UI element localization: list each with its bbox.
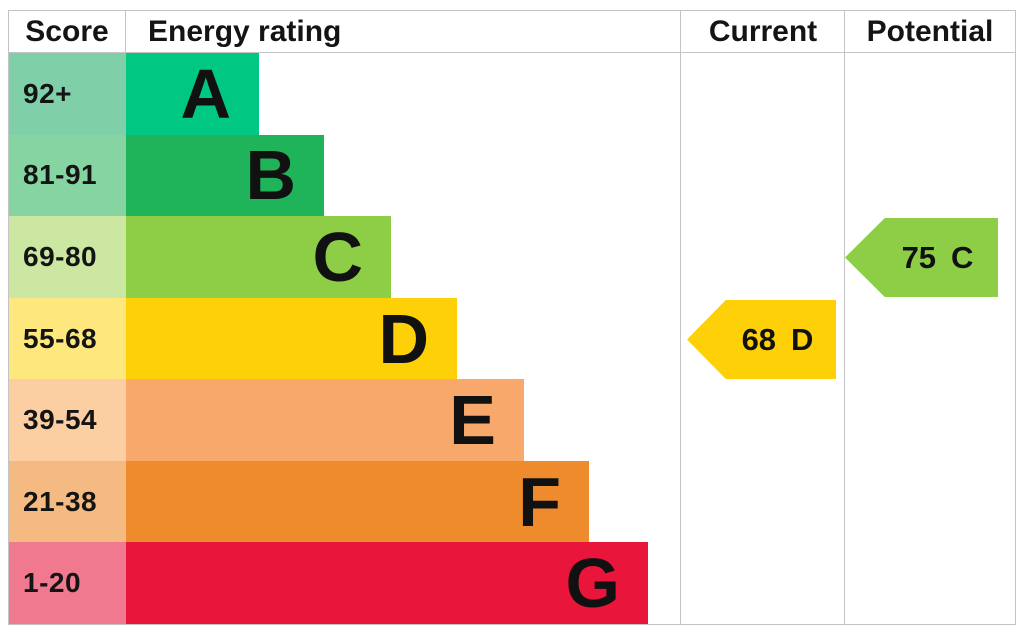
band-row: 81-91 B	[9, 134, 1015, 217]
divider-current-column	[680, 11, 681, 624]
band-bar: D	[126, 297, 457, 380]
band-row: 69-80 C	[9, 216, 1015, 298]
band-score-range: 39-54	[9, 379, 126, 461]
band-row: 55-68 D	[9, 297, 1015, 380]
band-score-range: 55-68	[9, 297, 126, 380]
header-current: Current	[708, 15, 818, 48]
band-row: 92+ A	[9, 53, 1015, 135]
table-header: Score Energy rating Current Potential	[9, 11, 1015, 53]
header-score: Score	[9, 11, 126, 52]
divider-potential-column	[844, 11, 845, 624]
band-score-range: 92+	[9, 53, 126, 135]
band-bar: F	[126, 460, 589, 543]
header-energy-rating: Energy rating	[148, 15, 342, 48]
potential-letter: C	[951, 239, 974, 275]
band-letter: B	[245, 136, 296, 215]
band-letter: E	[449, 381, 496, 460]
band-row: 39-54 E	[9, 379, 1015, 461]
band-row: 1-20 G	[9, 542, 1015, 625]
band-score-range: 81-91	[9, 134, 126, 217]
band-bar: B	[126, 134, 324, 217]
band-score-range: 21-38	[9, 460, 126, 543]
band-bar: A	[126, 53, 259, 135]
band-bar: C	[126, 216, 391, 298]
band-letter: D	[378, 299, 429, 378]
potential-score: 75	[901, 239, 937, 275]
current-score: 68	[741, 321, 777, 357]
band-score-range: 1-20	[9, 542, 126, 625]
band-rows: 92+ A 81-91 B 69-80 C 55-68 D 39-54 E 21-38 F 1-20 G	[9, 53, 1015, 625]
band-row: 21-38 F	[9, 460, 1015, 543]
current-letter: D	[791, 321, 814, 357]
band-letter: C	[312, 217, 363, 296]
band-score-range: 69-80	[9, 216, 126, 298]
band-bar: E	[126, 379, 524, 461]
band-letter: F	[518, 462, 561, 541]
header-potential: Potential	[866, 15, 994, 48]
band-bar: G	[126, 542, 648, 625]
band-letter: A	[180, 54, 231, 133]
epc-table: Score Energy rating Current Potential 92…	[8, 10, 1016, 625]
band-letter: G	[565, 544, 620, 623]
